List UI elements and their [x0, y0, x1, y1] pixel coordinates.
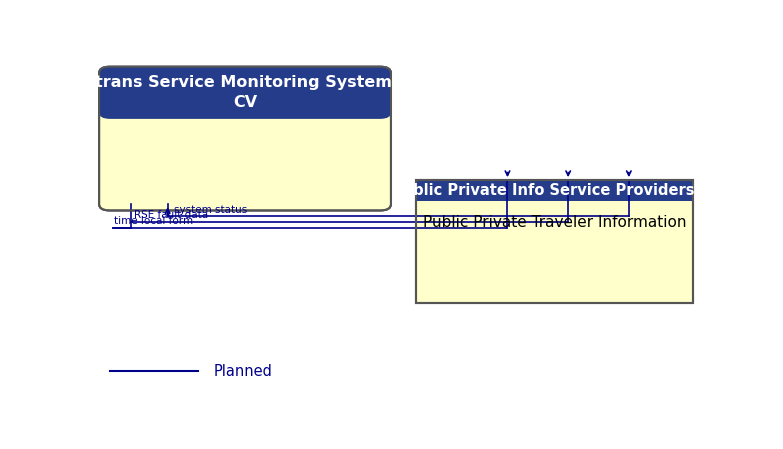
Bar — [417, 180, 693, 201]
Text: Caltrans Service Monitoring System for
CV: Caltrans Service Monitoring System for C… — [67, 75, 424, 110]
Bar — [417, 180, 693, 303]
Text: system status: system status — [174, 205, 247, 215]
Bar — [110, 91, 380, 113]
Text: Public Private Traveler Information: Public Private Traveler Information — [423, 215, 686, 229]
Text: time local form: time local form — [114, 216, 193, 226]
Text: Public Private Info Service Providers ...: Public Private Info Service Providers ..… — [392, 183, 716, 198]
Text: RSE fault data: RSE fault data — [135, 210, 208, 220]
Bar — [417, 180, 693, 303]
FancyBboxPatch shape — [99, 66, 391, 211]
Text: Planned: Planned — [213, 364, 272, 379]
FancyBboxPatch shape — [99, 66, 391, 119]
